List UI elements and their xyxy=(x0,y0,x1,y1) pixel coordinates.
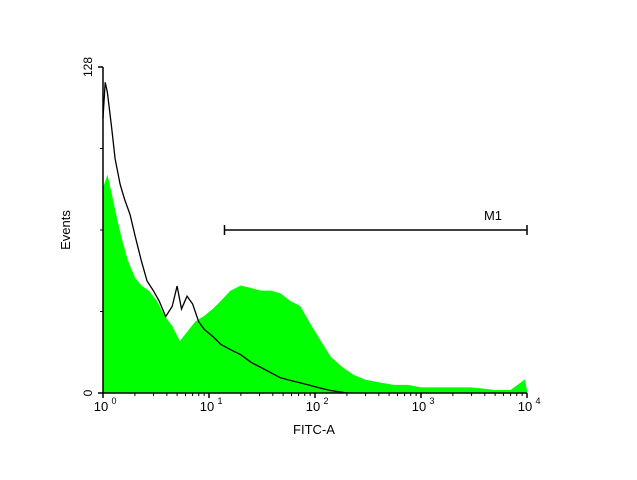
x-tick-exponent: 2 xyxy=(323,396,328,406)
x-tick-base: 10 xyxy=(412,399,426,414)
m1-marker-label: M1 xyxy=(484,208,502,223)
x-tick-exponent: 0 xyxy=(111,396,116,406)
y-axis-label: Events xyxy=(58,210,73,250)
series-1-line xyxy=(102,82,347,394)
x-tick-label: 10 1 xyxy=(200,396,223,414)
x-tick-label: 10 3 xyxy=(412,396,435,414)
marker-layer: M1 xyxy=(223,208,528,235)
x-tick-exponent: 1 xyxy=(217,396,222,406)
series-layer xyxy=(102,82,528,394)
x-tick-base: 10 xyxy=(306,399,320,414)
y-tick-label: 0 xyxy=(81,389,95,396)
series-0-area xyxy=(102,174,528,394)
x-tick-label: 10 0 xyxy=(94,396,117,414)
x-tick-label: 10 2 xyxy=(306,396,329,414)
x-tick-base: 10 xyxy=(94,399,108,414)
x-tick-label: 10 4 xyxy=(518,396,541,414)
y-tick-label: 128 xyxy=(81,57,95,77)
x-tick-exponent: 3 xyxy=(429,396,434,406)
x-tick-base: 10 xyxy=(200,399,214,414)
x-axis-label: FITC-A xyxy=(293,422,335,437)
x-tick-base: 10 xyxy=(518,399,532,414)
x-tick-exponent: 4 xyxy=(535,396,540,406)
